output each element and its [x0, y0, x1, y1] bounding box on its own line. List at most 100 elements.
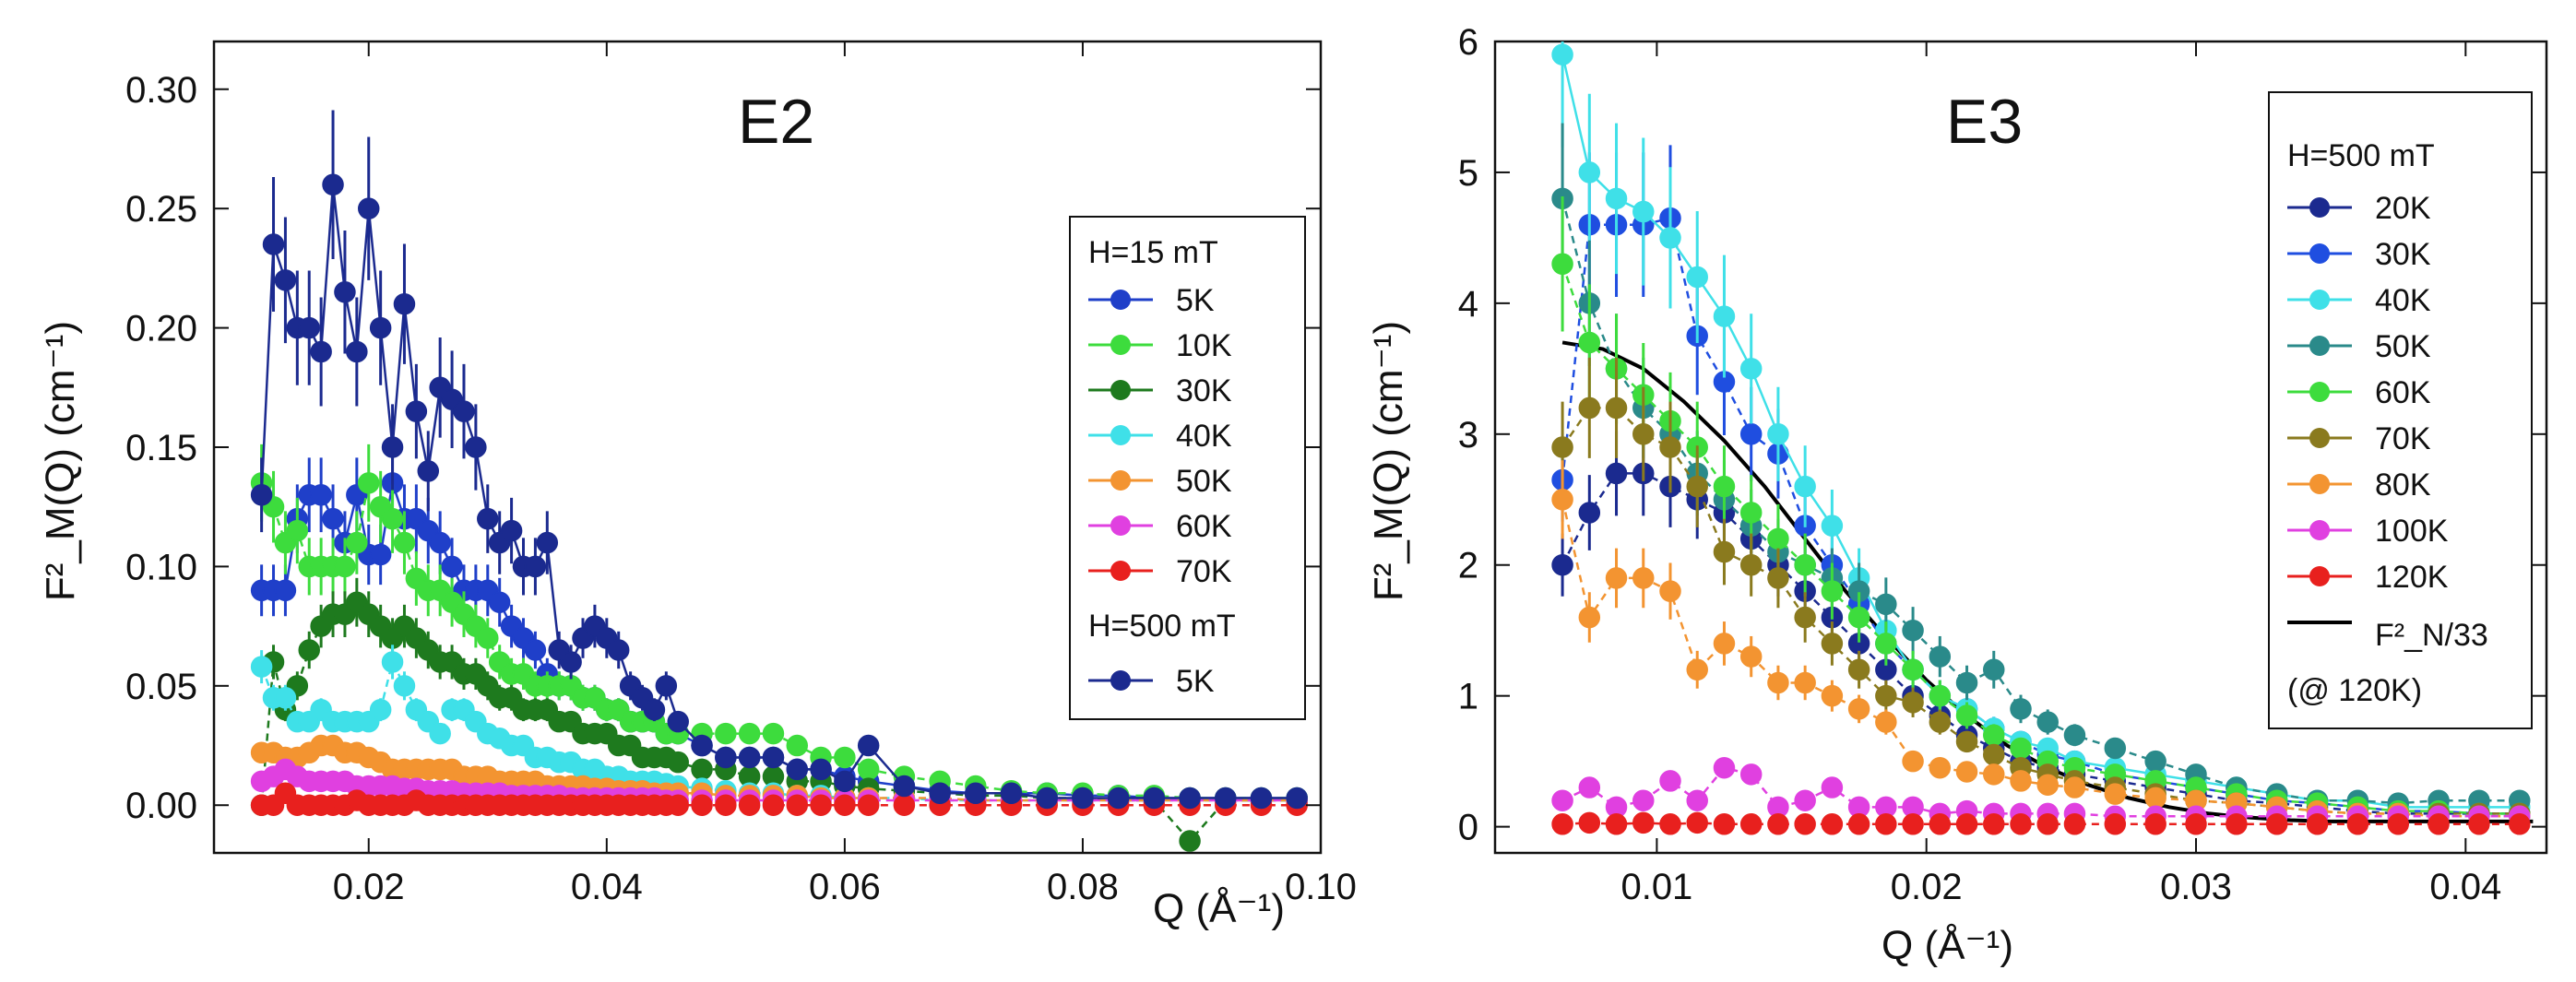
data-point — [2144, 813, 2166, 835]
data-point — [1902, 692, 1924, 714]
panel-title: E3 — [1946, 87, 2023, 157]
x-tick-label: 0.06 — [809, 867, 881, 907]
data-point — [250, 484, 273, 506]
data-point — [250, 656, 273, 678]
data-point — [1036, 787, 1058, 810]
data-point — [310, 340, 332, 363]
data-point — [1767, 423, 1789, 445]
data-point — [1551, 253, 1573, 276]
legend-group-title: H=500 mT — [1088, 609, 1236, 644]
data-point — [1551, 43, 1573, 65]
y-tick-label: 0.10 — [125, 547, 197, 587]
y-tick-label: 2 — [1458, 546, 1478, 586]
data-point — [1929, 684, 1952, 707]
legend-marker — [1110, 515, 1131, 536]
data-point — [1929, 645, 1952, 668]
data-point — [1794, 475, 1816, 498]
legend-marker — [2309, 520, 2330, 540]
legend-marker — [1110, 380, 1131, 400]
data-point — [1686, 789, 1708, 811]
data-point — [1179, 787, 1201, 810]
data-point — [1794, 813, 1816, 835]
data-point — [381, 436, 404, 458]
data-point — [1983, 724, 2005, 747]
data-point — [2010, 698, 2032, 720]
data-point — [667, 794, 689, 816]
data-point — [1767, 567, 1789, 589]
data-point — [322, 507, 344, 530]
legend-entry: 40K — [1088, 419, 1232, 454]
data-point — [1551, 789, 1573, 811]
data-point — [1929, 813, 1952, 835]
data-point — [1605, 187, 1628, 210]
data-point — [1902, 658, 1924, 681]
data-point — [1847, 698, 1870, 720]
legend-marker — [2309, 243, 2330, 264]
legend-marker — [1110, 470, 1131, 491]
data-point — [393, 675, 416, 697]
y-tick-label: 5 — [1458, 153, 1478, 194]
data-point — [834, 746, 856, 769]
data-point — [465, 436, 487, 458]
tick-layer: 0.02 0.04 0.06 0.08 0.10 0.00 0.05 0.10 0.15 0.20… — [125, 41, 1357, 907]
data-point — [1875, 711, 1897, 733]
y-tick-label: 4 — [1458, 284, 1478, 325]
data-point — [1215, 787, 1237, 810]
data-point — [477, 507, 499, 530]
legend-marker — [1110, 561, 1131, 581]
legend-label: 30K — [1176, 373, 1232, 408]
x-tick-label: 0.01 — [1620, 867, 1692, 907]
data-point — [369, 543, 392, 566]
data-point — [2104, 783, 2127, 805]
legend-label: 5K — [1176, 283, 1215, 318]
legend-entry: 40K — [2287, 283, 2431, 318]
data-point — [322, 173, 344, 196]
data-point — [667, 710, 689, 733]
data-point — [643, 698, 666, 721]
legend-label: 50K — [2375, 329, 2431, 364]
data-point — [1578, 396, 1601, 420]
data-point — [1578, 776, 1601, 799]
tick-layer: 0.01 0.02 0.03 0.04 0 1 2 3 4 5 6 — [1458, 22, 2546, 907]
legend-entry: 20K — [2287, 191, 2431, 226]
data-point — [1250, 787, 1273, 810]
data-point — [286, 519, 309, 542]
data-point — [738, 794, 761, 816]
data-point — [369, 316, 392, 339]
data-point — [381, 651, 404, 673]
data-point — [1929, 756, 1952, 779]
data-point — [1821, 684, 1844, 707]
data-point — [560, 651, 582, 673]
data-point — [1739, 502, 1763, 524]
data-point — [2010, 770, 2032, 792]
data-point — [1713, 305, 1736, 327]
data-point — [477, 627, 499, 649]
data-point — [1659, 436, 1681, 458]
data-point — [1632, 567, 1655, 589]
data-point — [810, 794, 832, 816]
data-point — [488, 591, 511, 613]
data-point — [1686, 811, 1708, 834]
data-point — [655, 675, 678, 697]
data-point — [1739, 553, 1763, 576]
legend-label: 60K — [2375, 375, 2431, 410]
data-point — [393, 292, 416, 315]
data-point — [2144, 750, 2166, 773]
data-point — [2428, 813, 2450, 835]
data-point — [429, 531, 451, 554]
data-point — [2104, 737, 2127, 760]
data-point — [893, 794, 916, 816]
data-point — [834, 770, 856, 793]
data-point — [1983, 743, 2005, 766]
legend-label: 70K — [2375, 421, 2431, 456]
x-tick-label: 0.02 — [333, 867, 405, 907]
data-point — [1143, 787, 1166, 810]
y-tick-label: 0 — [1458, 808, 1478, 848]
legend-entry: 50K — [2287, 329, 2431, 364]
panel-e3: E3 0.01 0.02 0.03 0.04 0 1 2 3 4 5 6 Q (Å⁻¹) F²_M(… — [1366, 22, 2548, 968]
data-point — [429, 722, 451, 745]
y-axis-label: F²_M(Q) (cm⁻¹) — [1366, 321, 1411, 601]
data-point — [1875, 813, 1897, 835]
panel-title: E2 — [738, 87, 814, 157]
x-tick-label: 0.03 — [2160, 867, 2232, 907]
